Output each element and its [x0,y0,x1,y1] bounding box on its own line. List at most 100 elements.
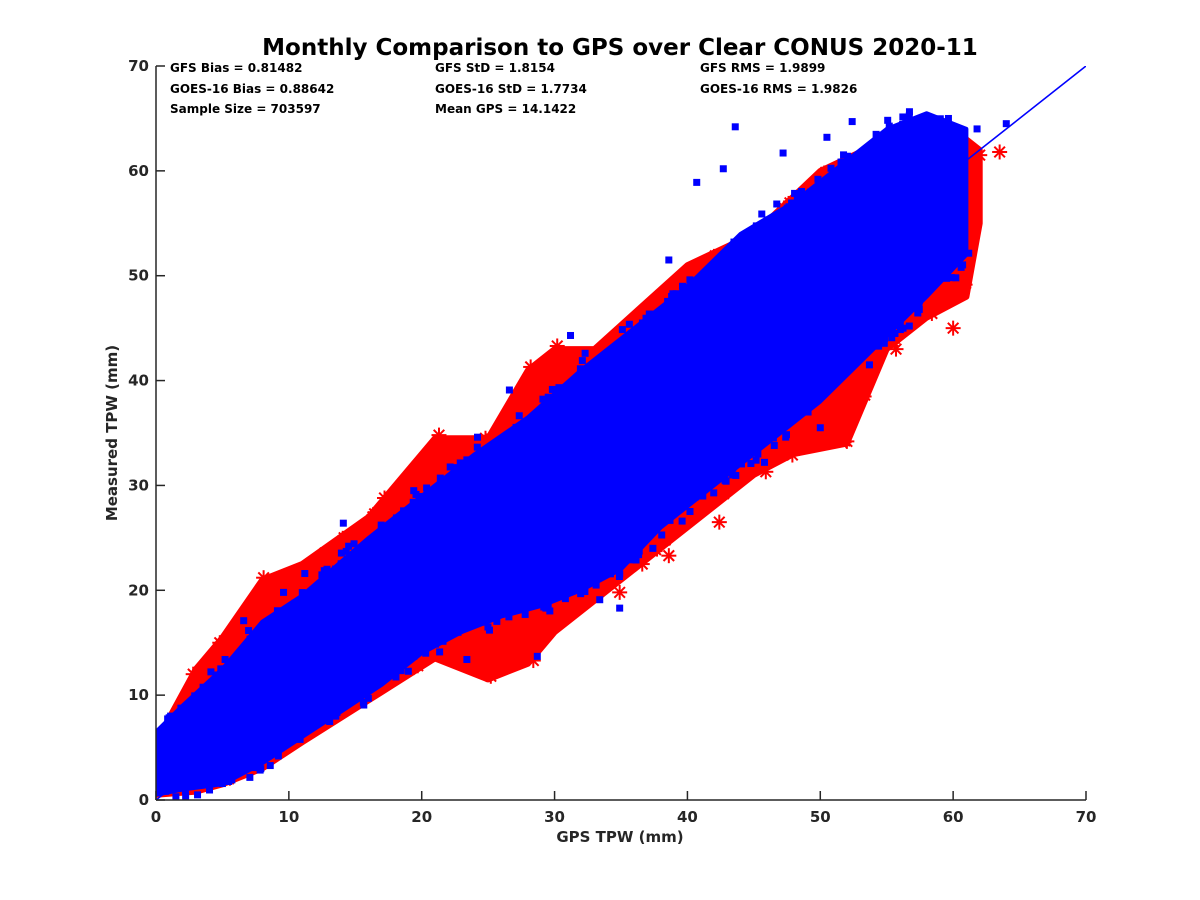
stat-text: GOES-16 RMS = 1.9826 [700,82,857,96]
goes-16-point [905,322,913,330]
gfs-point [256,570,272,586]
goes-16-point [896,320,904,328]
goes-16-point [392,673,400,681]
goes-16-point [326,718,334,726]
goes-16-point [493,617,501,625]
x-axis-label: GPS TPW (mm) [556,828,683,846]
goes-16-point [752,222,760,230]
goes-16-point [798,213,806,221]
goes-16-point [246,635,254,643]
goes-16-point [350,540,358,548]
x-tick-label: 70 [1076,808,1097,826]
goes-16-point [796,408,804,416]
goes-16-point [664,297,672,305]
goes-16-point [546,607,554,615]
gfs-point [442,655,454,667]
goes-16-point [203,777,211,785]
goes-16-point [246,773,254,781]
goes-16-point [760,458,768,466]
goes-16-point [548,593,556,601]
goes-16-point [779,149,787,157]
goes-16-point [568,380,576,388]
goes-16-point [693,178,701,186]
gfs-point [860,390,872,402]
goes-16-point [339,519,347,527]
series-goes-16 [156,108,1010,800]
goes-16-point [412,490,420,498]
gfs-point [957,282,969,294]
goes-16-point [873,135,881,143]
goes-16-point [891,329,899,337]
goes-16-point [965,249,973,257]
goes-16-point [298,589,306,597]
goes-16-point [436,474,444,482]
goes-16-point [666,516,674,524]
goes-16-point [376,530,384,538]
goes-16-point [827,164,835,172]
goes-16-point [885,122,893,130]
goes-16-point [745,230,753,238]
gfs-point [924,305,940,321]
goes-16-point [416,646,424,654]
goes-16-point [539,395,547,403]
goes-16-point [191,692,199,700]
goes-16-point [332,565,340,573]
gfs-point [661,548,677,564]
y-tick-label: 50 [128,267,149,285]
gfs-point [483,668,499,684]
gfs-point [784,447,800,463]
stat-text: GFS Bias = 0.81482 [170,61,302,75]
stat-text: GOES-16 StD = 1.7734 [435,82,587,96]
goes-16-point [616,604,624,612]
goes-16-point [463,456,471,464]
goes-16-point [791,189,799,197]
goes-16-point [944,114,952,122]
gfs-point [408,468,420,480]
goes-16-point [436,648,444,656]
y-tick-label: 40 [128,372,149,390]
goes-16-point [250,764,258,772]
goes-16-point [567,331,575,339]
goes-16-point [439,637,447,645]
goes-16-point [896,326,904,334]
goes-16-point [872,130,880,138]
goes-16-point [813,395,821,403]
goes-16-point [213,671,221,679]
goes-16-point [952,274,960,282]
goes-16-point [200,687,208,695]
goes-16-point [823,133,831,141]
goes-16-point [752,456,760,464]
goes-16-point [710,489,718,497]
goes-16-point [388,519,396,527]
goes-16-point [626,556,634,564]
goes-16-point [758,210,766,218]
goes-16-point [544,393,552,401]
goes-16-point [400,507,408,515]
y-tick-label: 30 [128,476,149,494]
gfs-point [412,459,424,471]
goes-16-point [592,581,600,589]
goes-16-point [915,297,923,305]
goes-16-point [218,780,226,788]
goes-16-point [512,423,520,431]
goes-16-point [785,203,793,211]
gfs-point [949,287,961,299]
gfs-point [555,347,567,359]
gfs-point [542,623,554,635]
goes-16-point [377,677,385,685]
goes-16-point [240,617,248,625]
goes-16-point [473,443,481,451]
gfs-point [367,506,379,518]
goes-16-point [770,441,778,449]
goes-16-point [581,588,589,596]
x-tick-label: 0 [151,808,161,826]
goes-16-point [345,542,353,550]
goes-16-point [555,384,563,392]
goes-16-point [505,386,513,394]
goes-16-point [409,498,417,506]
x-tick-label: 50 [810,808,831,826]
goes-16-point [451,464,459,472]
gfs-point [805,432,817,444]
goes-16-point [763,216,771,224]
goes-16-point [217,665,225,673]
